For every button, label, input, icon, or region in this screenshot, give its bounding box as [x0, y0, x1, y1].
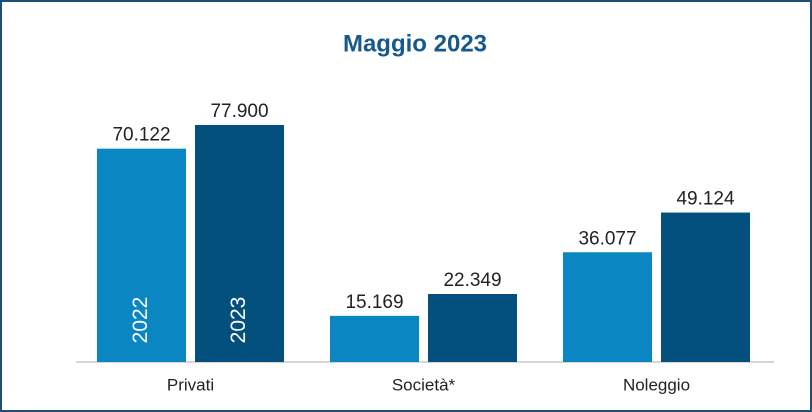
bar	[563, 252, 652, 362]
chart-title: Maggio 2023	[343, 30, 487, 57]
bar	[97, 148, 186, 362]
x-tick-label: Noleggio	[623, 375, 690, 394]
data-label: 22.349	[443, 270, 501, 291]
bar	[428, 294, 517, 362]
bar	[195, 125, 284, 362]
series-label: 2023	[227, 297, 250, 344]
data-label: 15.169	[345, 292, 403, 313]
bar	[330, 315, 419, 362]
data-label: 36.077	[578, 228, 636, 249]
bar	[661, 212, 750, 362]
x-tick-label: Privati	[167, 375, 214, 394]
data-label: 49.124	[676, 189, 735, 210]
data-label: 77.900	[210, 101, 268, 122]
x-tick-label: Società*	[392, 375, 456, 394]
series-label: 2022	[129, 297, 152, 344]
data-label: 70.122	[112, 125, 170, 146]
